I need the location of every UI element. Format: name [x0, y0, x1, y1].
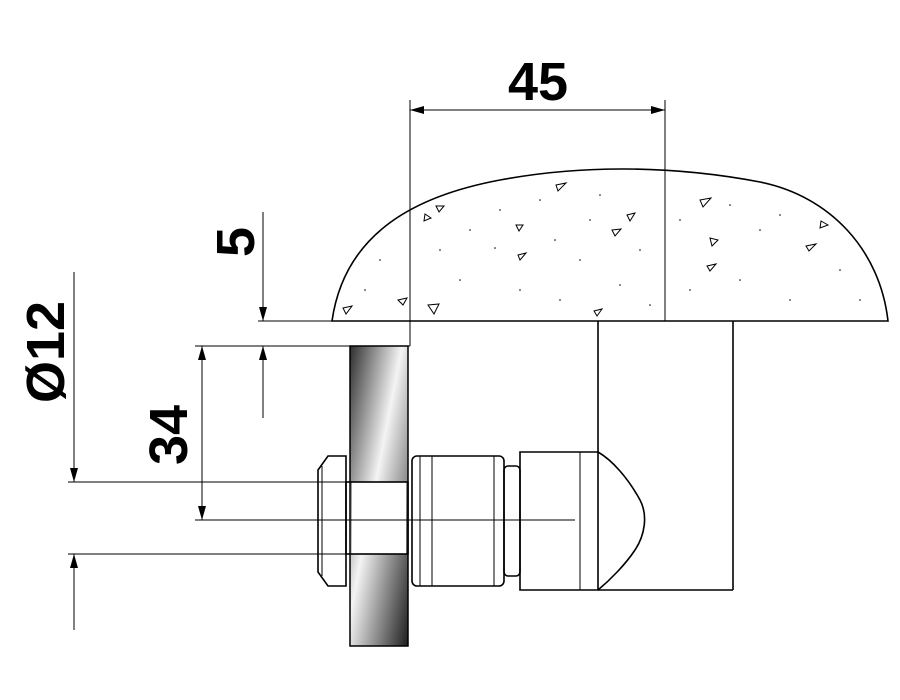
dimension-label-diameter-12: Ø12	[16, 301, 76, 403]
dimension-34: 34	[139, 345, 350, 521]
glass-pane	[349, 345, 409, 647]
dimension-45: 45	[409, 52, 666, 346]
aggregate-marks	[342, 182, 830, 317]
clamp-fitting	[317, 451, 599, 591]
dimension-label-34: 34	[139, 405, 199, 465]
concrete-cap	[331, 168, 889, 322]
dimension-label-45: 45	[508, 52, 568, 112]
dimension-diameter-12: Ø12	[16, 272, 346, 630]
post-tube	[597, 321, 734, 591]
stipple-dots	[364, 194, 861, 306]
dimension-label-5: 5	[206, 227, 266, 257]
